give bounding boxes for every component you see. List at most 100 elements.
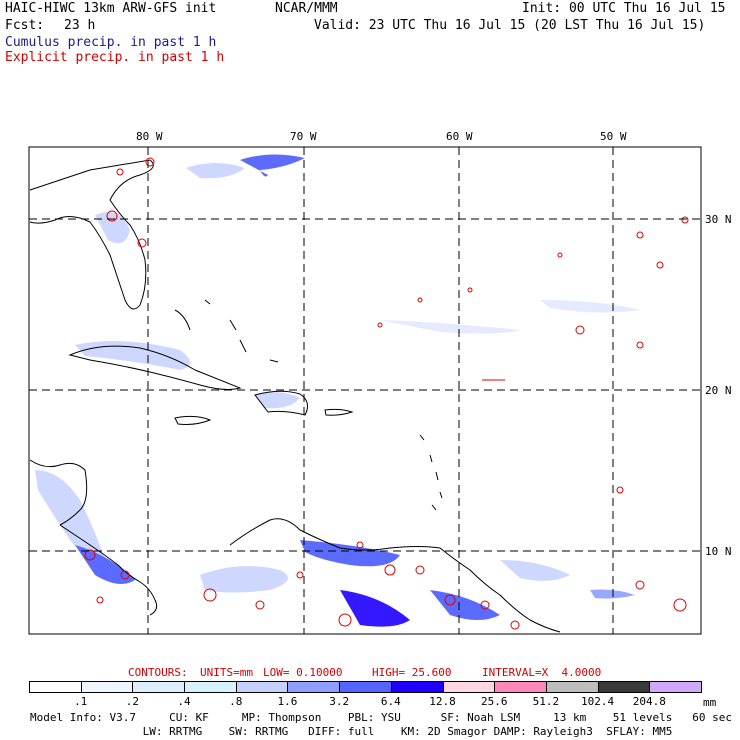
contours-low: LOW= 0.10000 — [263, 666, 343, 679]
cumulus-cell — [540, 300, 640, 313]
lat-labels: 30 N 20 N 10 N — [705, 213, 732, 558]
precip-contour — [467, 287, 473, 293]
colorbar-label: 51.2 — [532, 695, 560, 708]
map-frame — [28, 146, 702, 635]
colorbar-swatch — [442, 681, 496, 693]
precip-contour — [96, 596, 104, 604]
us-coast — [29, 159, 154, 310]
precip-contour — [356, 541, 364, 549]
cumulus-cell — [186, 163, 245, 179]
cumulus-cell — [200, 566, 288, 593]
colorbar-swatch — [235, 681, 289, 693]
precip-contour — [203, 588, 217, 602]
precip-contour — [338, 613, 352, 627]
lon-labels: 80 W 70 W 60 W 50 W — [136, 130, 627, 143]
lat-label-10n: 10 N — [705, 545, 732, 558]
jamaica-coast — [174, 415, 212, 425]
contours-interval: INTERVAL=X 4.0000 — [482, 666, 602, 679]
precip-contour — [480, 600, 490, 610]
colorbar-swatch — [132, 681, 186, 693]
south-america-coast — [229, 518, 561, 633]
init-time: Init: 00 UTC Thu 16 Jul 15 — [522, 1, 726, 16]
valid-time: Valid: 23 UTC Thu 16 Jul 15 (20 LST Thu … — [314, 18, 706, 33]
colorbar-unit: mm — [703, 696, 717, 709]
precip-contour — [84, 549, 96, 561]
lat-label-20n: 20 N — [705, 384, 732, 397]
colorbar-label: .2 — [125, 695, 139, 708]
model-title: HAIC-HIWC 13km ARW-GFS init — [5, 1, 217, 16]
precip-contour — [673, 598, 687, 612]
precip-map: 80 W 70 W 60 W 50 W 30 N 20 N 10 N — [28, 130, 732, 635]
precip-contour — [255, 600, 265, 610]
cumulus-cell — [240, 154, 305, 177]
precip-contour — [377, 322, 383, 328]
precip-contour — [681, 216, 689, 224]
lat-lon-grid — [29, 147, 701, 634]
precip-contour — [137, 238, 147, 248]
colorbar-swatch — [184, 681, 237, 693]
colorbar-label: 25.6 — [480, 695, 508, 708]
colorbar-swatch — [649, 681, 702, 693]
colorbar-swatch — [390, 681, 444, 693]
cumulus-cell — [430, 590, 500, 620]
puerto-rico-coast — [324, 408, 354, 416]
colorbar-label: 102.4 — [581, 695, 615, 708]
cumulus-cell — [75, 545, 135, 584]
precip-contour — [656, 261, 664, 269]
contours-units: UNITS=mm — [200, 666, 253, 679]
colorbar-swatch — [287, 681, 341, 693]
hispaniola-coast — [254, 390, 309, 416]
cumulus-cell — [340, 590, 410, 627]
cumulus-cell — [95, 212, 130, 244]
precip-contour — [417, 297, 423, 303]
legend-cumulus: Cumulus precip. in past 1 h — [5, 35, 217, 50]
precip-contour — [444, 594, 456, 606]
colorbar-swatch — [545, 681, 599, 693]
colorbar-swatch — [80, 681, 134, 693]
precip-contour — [145, 157, 155, 167]
cumulus-precip — [35, 154, 640, 627]
cumulus-cell — [255, 392, 300, 409]
precip-contour — [636, 341, 644, 349]
lon-label-80w: 80 W — [136, 130, 163, 143]
cumulus-cell — [35, 470, 105, 560]
colorbar-label: 12.8 — [429, 695, 456, 708]
precip-contour — [510, 620, 520, 630]
colorbar-label: 1.6 — [277, 695, 298, 708]
cumulus-cell — [300, 540, 400, 567]
precip-contour — [106, 210, 118, 222]
precip-contour — [616, 486, 624, 494]
organization-label: NCAR/MMM — [275, 1, 338, 16]
cumulus-cell — [500, 560, 570, 581]
lat-label-30n: 30 N — [705, 213, 732, 226]
lesser-antilles — [419, 434, 443, 511]
colorbar-swatch — [339, 681, 392, 693]
colorbar-label: .8 — [229, 695, 243, 708]
colorbar-label: 204.8 — [632, 695, 666, 708]
contours-high: HIGH= 25.600 — [372, 666, 452, 679]
contours-label: CONTOURS: — [128, 666, 188, 679]
colorbar-label: 3.2 — [329, 695, 350, 708]
colorbar-label: .4 — [177, 695, 191, 708]
precip-contour — [120, 570, 130, 580]
lon-label-70w: 70 W — [290, 130, 317, 143]
precip-contour — [415, 565, 425, 575]
forecast-label: Fcst: — [5, 18, 45, 33]
precip-contour — [296, 571, 304, 579]
cumulus-cell — [380, 320, 520, 334]
lon-label-60w: 60 W — [446, 130, 473, 143]
colorbar-label: .1 — [74, 695, 88, 708]
model-info-line1: Model Info: V3.7 CU: KF MP: Thompson PBL… — [30, 711, 732, 724]
precip-contour — [384, 564, 396, 576]
cuba-coast — [68, 345, 242, 390]
coastlines — [29, 159, 561, 633]
precip-contour — [575, 325, 585, 335]
precip-contour — [557, 252, 563, 258]
precip-contour — [116, 168, 124, 176]
forecast-hour: 23 h — [64, 18, 96, 33]
colorbar-swatch — [597, 681, 651, 693]
precip-contour — [636, 231, 644, 239]
bahamas-coast — [174, 299, 279, 363]
precip-contour — [635, 580, 645, 590]
colorbar-swatch — [29, 681, 82, 693]
